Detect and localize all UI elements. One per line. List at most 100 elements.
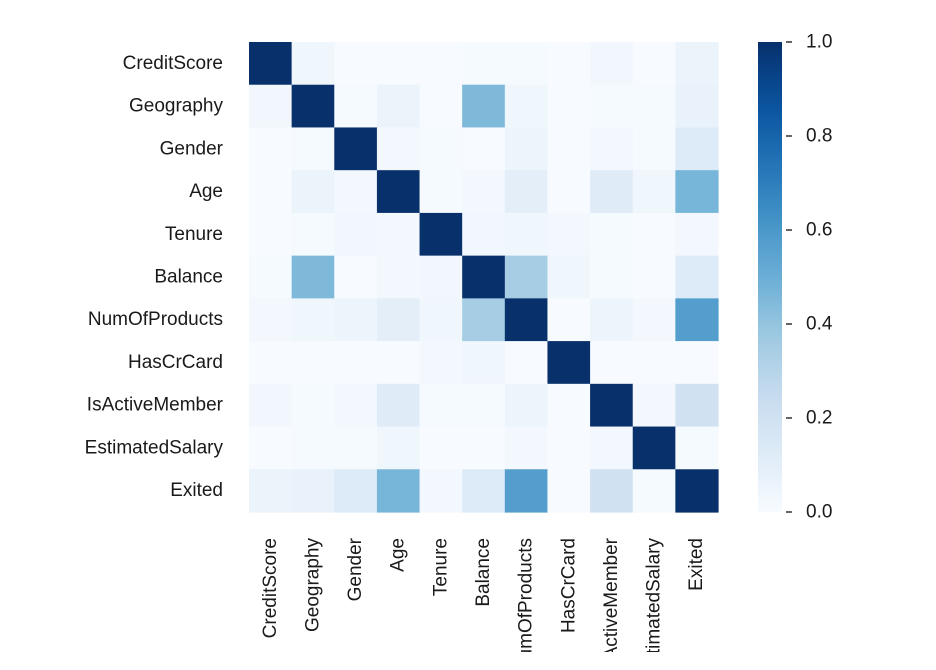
heatmap-cell [462,298,506,342]
heatmap-cell [376,383,421,428]
heatmap-cell [334,42,378,86]
heatmap-cell [675,341,719,385]
colorbar-tick-label: 0.6 [806,220,832,241]
heatmap-cell [547,170,591,214]
column-tick-label: Age [388,538,409,572]
heatmap-cell [632,170,676,214]
heatmap-cell [249,42,293,86]
heatmap-cell [547,212,591,257]
heatmap-cell [504,469,549,513]
heatmap-cell [419,341,463,385]
heatmap-cell [675,170,719,214]
colorbar: 0.0 0.2 0.4 0.6 0.8 1.0 [758,32,833,523]
heatmap-cell [376,426,421,470]
heatmap-cell [334,255,378,299]
heatmap-cell [376,170,421,214]
heatmap-cell [504,341,549,385]
heatmap-cell [249,84,293,129]
column-tick-label: Gender [345,537,366,601]
heatmap-cell [249,469,293,513]
row-tick-label: CreditScore [123,53,223,74]
heatmap-cell [675,255,719,299]
heatmap-cell [675,84,719,129]
heatmap-cell [675,469,719,513]
heatmap-cell [334,383,378,428]
heatmap-cell [632,341,676,385]
heatmap-cell [590,42,634,86]
heatmap-cell [504,127,549,171]
heatmap-cell [632,426,676,470]
heatmap-cell [590,170,634,214]
row-tick-label: EstimatedSalary [85,437,224,458]
heatmap-cell [249,426,293,470]
column-tick-label: IsActiveMember [601,537,622,670]
heatmap-cell [419,298,463,342]
heatmap-cell [419,127,463,171]
heatmap-cell [334,298,378,342]
heatmap-cell [590,341,634,385]
heatmap-cell [291,469,335,513]
heatmap-cells [249,42,719,513]
column-tick-labels: CreditScore Geography Gender Age Tenure Balan… [260,537,707,670]
heatmap-cell [462,170,506,214]
heatmap-cell [291,341,335,385]
heatmap-cell [590,469,634,513]
heatmap-cell [675,42,719,86]
row-tick-label: NumOfProducts [88,309,223,330]
heatmap-cell [376,255,421,299]
heatmap-cell [291,127,335,171]
colorbar-tick-label: 1.0 [806,32,832,53]
heatmap-cell [504,212,549,257]
heatmap-cell [334,127,378,171]
heatmap-cell [504,426,549,470]
heatmap-cell [590,298,634,342]
heatmap-cell [504,84,549,129]
heatmap-cell [590,383,634,428]
column-tick-label: Geography [302,538,323,633]
heatmap-cell [504,298,549,342]
heatmap-cell [376,127,421,171]
heatmap-cell [632,298,676,342]
heatmap-cell [419,84,463,129]
row-tick-label: Exited [170,480,223,501]
heatmap-cell [334,469,378,513]
heatmap-cell [504,170,549,214]
heatmap-cell [504,383,549,428]
heatmap-cell [462,383,506,428]
heatmap-cell [632,42,676,86]
heatmap-cell [291,84,335,129]
column-tick-label: Balance [473,538,494,607]
heatmap-cell [419,255,463,299]
row-tick-label: HasCrCard [128,352,223,373]
heatmap-cell [547,255,591,299]
colorbar-gradient [758,42,782,512]
heatmap-cell [376,212,421,257]
heatmap-cell [376,341,421,385]
row-tick-label: Geography [129,96,224,117]
row-tick-label: IsActiveMember [87,395,224,416]
heatmap-cell [334,84,378,129]
heatmap-cell [249,212,293,257]
heatmap-cell [547,127,591,171]
heatmap-cell [462,341,506,385]
heatmap-cell [291,212,335,257]
heatmap-cell [590,84,634,129]
heatmap-cell [419,42,463,86]
column-tick-label: Exited [686,538,707,591]
heatmap-cell [334,341,378,385]
heatmap-cell [249,170,293,214]
heatmap-cell [249,298,293,342]
heatmap-cell [249,255,293,299]
heatmap-cell [675,426,719,470]
column-tick-label: Tenure [430,538,451,596]
column-tick-label: CreditScore [260,538,281,638]
heatmap-cell [419,469,463,513]
heatmap-cell [632,255,676,299]
heatmap-cell [291,170,335,214]
heatmap-cell [675,383,719,428]
heatmap-cell [249,127,293,171]
heatmap-cell [547,383,591,428]
heatmap-cell [504,255,549,299]
heatmap-cell [590,127,634,171]
heatmap-cell [334,212,378,257]
